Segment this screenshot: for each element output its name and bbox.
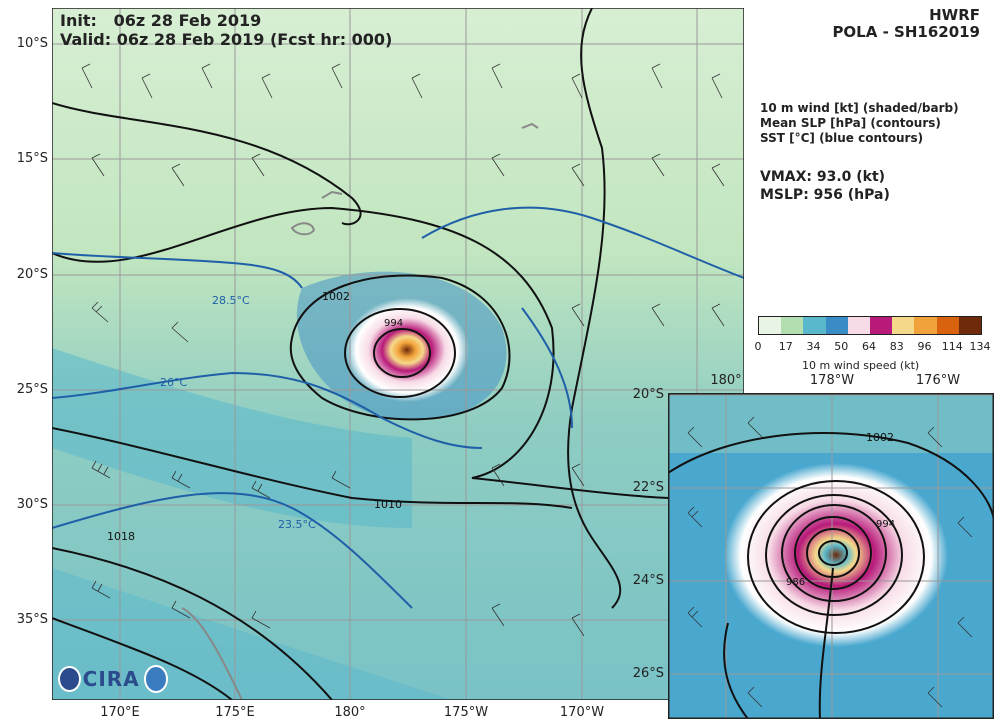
colorbar-tick-label: 83 — [889, 340, 904, 353]
colorbar-tick-label: 17 — [778, 340, 793, 353]
colorbar-segment — [825, 317, 848, 334]
colorbar-tick-label: 0 — [754, 340, 762, 353]
inset-map[interactable]: 1002 994 986 — [668, 393, 994, 719]
model-name: HWRF — [929, 6, 980, 24]
lat-label: 35°S — [16, 612, 48, 627]
inset-slp-label: 986 — [786, 577, 805, 588]
lat-label: 15°S — [16, 151, 48, 166]
colorbar-segment — [936, 317, 959, 334]
lon-label: 175°W — [443, 705, 489, 720]
inset-lat-label: 26°S — [632, 666, 664, 681]
slp-contours — [52, 8, 744, 700]
colorbar-tick-label: 134 — [969, 340, 991, 353]
init-label: Init: — [60, 11, 97, 30]
colorbar-segment — [847, 317, 871, 334]
lat-label: 25°S — [16, 382, 48, 397]
sst-label: 28.5°C — [212, 294, 250, 307]
sst-contours — [52, 206, 744, 609]
colorbar-tick-label: 114 — [941, 340, 963, 353]
inset-grid — [668, 393, 994, 719]
colorbar-segment — [803, 317, 826, 334]
vmax-stat: VMAX: 93.0 (kt) — [760, 169, 886, 185]
lon-label: 180° — [334, 705, 366, 720]
legend-slp: Mean SLP [hPa] (contours) — [760, 116, 941, 130]
lat-label: 10°S — [16, 36, 48, 51]
inset-slp-contours — [668, 432, 994, 719]
lat-label: 30°S — [16, 497, 48, 512]
inset-storm-core — [724, 463, 948, 647]
mslp-stat: MSLP: 956 (hPa) — [760, 187, 890, 203]
inset-lon-label: 178°W — [809, 373, 855, 388]
colorbar-ticks: 0 17 34 50 64 83 96 114 134 — [743, 340, 995, 354]
colorbar-segment — [914, 317, 937, 334]
inset-wind-barbs — [687, 416, 973, 708]
wind-barbs — [81, 63, 725, 637]
lat-label: 20°S — [16, 267, 48, 282]
storm-core — [345, 298, 469, 402]
inset-lat-label: 24°S — [632, 573, 664, 588]
valid-time: Valid: 06z 28 Feb 2019 (Fcst hr: 000) — [60, 30, 393, 49]
cira-logo: CIRA — [58, 664, 168, 694]
sst-label: 23.5°C — [278, 518, 316, 531]
slp-label: 994 — [384, 318, 403, 329]
slp-label: 1002 — [322, 290, 350, 303]
slp-label: 1018 — [107, 530, 135, 543]
colorbar-segment — [870, 317, 893, 334]
inset-slp-label: 1002 — [866, 431, 894, 444]
inset-lon-label: 176°W — [915, 373, 961, 388]
legend-wind: 10 m wind [kt] (shaded/barb) — [760, 101, 959, 115]
lon-label: 170°W — [559, 705, 605, 720]
colorbar-tick-label: 64 — [862, 340, 876, 353]
land-outlines — [181, 122, 539, 700]
wind-colorbar — [758, 316, 982, 335]
init-value: 06z 28 Feb 2019 — [113, 11, 262, 30]
sst-label: 26°C — [160, 376, 187, 389]
colorbar-segment — [759, 317, 782, 334]
cira-logo-icon — [58, 666, 81, 692]
inset-lon-label: 180° — [710, 373, 742, 388]
inset-lat-label: 20°S — [632, 387, 664, 402]
legend-sst: SST [°C] (blue contours) — [760, 131, 924, 145]
inset-slp-label: 994 — [876, 519, 895, 530]
colorbar-tick-label: 50 — [834, 340, 849, 353]
inset-wind-north — [668, 393, 994, 453]
colorbar-tick-label: 34 — [806, 340, 821, 353]
noaa-logo-icon — [143, 665, 168, 693]
colorbar-segment — [958, 317, 982, 334]
cira-logo-text: CIRA — [82, 667, 140, 691]
storm-name: POLA - SH162019 — [832, 23, 980, 41]
colorbar-tick-label: 96 — [917, 340, 932, 353]
inset-frame — [668, 393, 994, 719]
colorbar-segment — [781, 317, 804, 334]
lon-label: 175°E — [215, 705, 255, 720]
wind-band — [52, 348, 412, 528]
init-time: Init: 06z 28 Feb 2019 — [60, 11, 261, 31]
slp-label: 1010 — [374, 498, 402, 511]
lon-label: 170°E — [100, 705, 140, 720]
colorbar-label: 10 m wind speed (kt) — [802, 359, 920, 372]
inset-lat-label: 22°S — [632, 480, 664, 495]
main-map[interactable]: 994 1002 1010 1018 28.5°C 26°C 23.5°C — [52, 8, 744, 700]
colorbar-segment — [892, 317, 915, 334]
